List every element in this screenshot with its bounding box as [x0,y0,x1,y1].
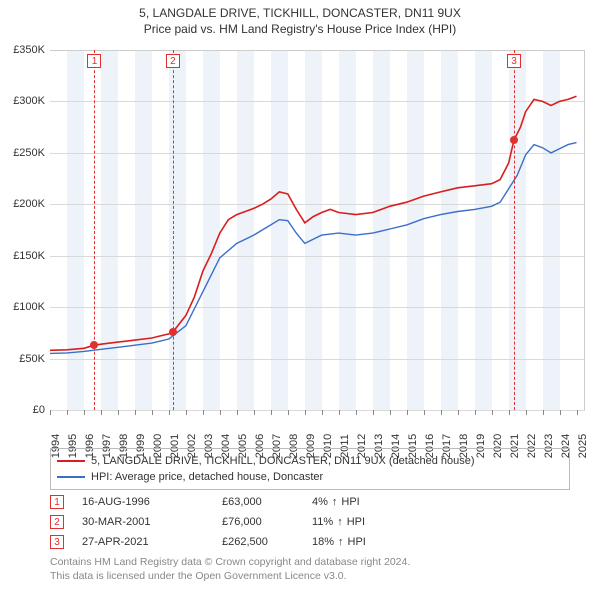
line-plot [50,50,585,410]
x-tick [305,410,306,415]
sale-number-badge: 2 [166,54,180,68]
x-tick [322,410,323,415]
legend-swatch-property [57,460,85,462]
sale-number-badge: 3 [507,54,521,68]
y-tick-label: £50K [0,353,45,365]
x-tick [67,410,68,415]
sale-price: £262,500 [222,536,312,548]
sale-diff-label: HPI [348,536,366,548]
sale-price: £76,000 [222,516,312,528]
arrow-up-icon: ↑ [337,516,343,528]
sale-dot [169,328,177,336]
title-address: 5, LANGDALE DRIVE, TICKHILL, DONCASTER, … [0,6,600,20]
sale-number-badge: 2 [50,515,64,529]
x-tick [220,410,221,415]
sale-diff: 4% ↑HPI [312,496,422,508]
legend-row: HPI: Average price, detached house, Donc… [57,469,563,485]
sale-diff-pct: 18% [312,536,334,548]
x-tick [237,410,238,415]
sale-vertical-line [173,50,174,410]
sale-dot [510,136,518,144]
x-tick [373,410,374,415]
attribution-line: Contains HM Land Registry data © Crown c… [50,555,410,569]
x-tick [390,410,391,415]
x-tick [526,410,527,415]
y-tick-label: £100K [0,301,45,313]
sale-date: 16-AUG-1996 [82,496,222,508]
x-tick [458,410,459,415]
sale-row: 2 30-MAR-2001£76,00011% ↑ HPI [50,512,422,532]
sale-date: 30-MAR-2001 [82,516,222,528]
y-tick-label: £200K [0,198,45,210]
gridline [50,410,585,411]
y-tick-label: £300K [0,95,45,107]
x-tick [543,410,544,415]
legend-label-hpi: HPI: Average price, detached house, Donc… [91,469,323,485]
title-subtitle: Price paid vs. HM Land Registry's House … [0,22,600,36]
title-block: 5, LANGDALE DRIVE, TICKHILL, DONCASTER, … [0,0,600,38]
sale-number-badge: 1 [87,54,101,68]
legend-swatch-hpi [57,476,85,478]
sale-diff-label: HPI [341,496,359,508]
x-tick [50,410,51,415]
x-tick [441,410,442,415]
legend-label-property: 5, LANGDALE DRIVE, TICKHILL, DONCASTER, … [91,453,475,469]
arrow-up-icon: ↑ [338,536,344,548]
sale-row: 3 27-APR-2021£262,50018% ↑ HPI [50,532,422,552]
x-tick [101,410,102,415]
sale-date: 27-APR-2021 [82,536,222,548]
x-tick [271,410,272,415]
x-tick [560,410,561,415]
y-tick-label: £0 [0,404,45,416]
x-tick [356,410,357,415]
sale-diff-pct: 4% [312,496,328,508]
x-tick [509,410,510,415]
sale-vertical-line [514,50,515,410]
sale-diff: 18% ↑ HPI [312,536,422,548]
sale-number-badge: 1 [50,495,64,509]
series-hpi [50,143,577,354]
y-tick-label: £250K [0,147,45,159]
arrow-up-icon: ↑ [332,496,338,508]
y-tick-label: £350K [0,44,45,56]
x-tick [152,410,153,415]
chart-container: 5, LANGDALE DRIVE, TICKHILL, DONCASTER, … [0,0,600,590]
y-tick-label: £150K [0,250,45,262]
x-tick [475,410,476,415]
legend: 5, LANGDALE DRIVE, TICKHILL, DONCASTER, … [50,448,570,490]
sale-number-badge: 3 [50,535,64,549]
x-tick [203,410,204,415]
sales-table: 116-AUG-1996£63,0004%↑HPI230-MAR-2001£76… [50,492,422,552]
sale-dot [90,341,98,349]
x-tick-label: 2025 [577,434,589,458]
x-tick [118,410,119,415]
x-tick [339,410,340,415]
x-tick [186,410,187,415]
x-tick [577,410,578,415]
x-tick [84,410,85,415]
sale-vertical-line [94,50,95,410]
x-tick [407,410,408,415]
attribution-line: This data is licensed under the Open Gov… [50,569,410,583]
x-tick [135,410,136,415]
sale-price: £63,000 [222,496,312,508]
sale-diff-pct: 11% [312,516,333,528]
attribution: Contains HM Land Registry data © Crown c… [50,555,410,583]
x-tick [424,410,425,415]
x-tick [288,410,289,415]
x-tick [492,410,493,415]
legend-row: 5, LANGDALE DRIVE, TICKHILL, DONCASTER, … [57,453,563,469]
sale-diff-label: HPI [347,516,365,528]
x-tick [169,410,170,415]
series-property [50,96,577,350]
x-tick [254,410,255,415]
sale-row: 1 16-AUG-1996£63,0004% ↑HPI [50,492,422,512]
sale-diff: 11% ↑ HPI [312,516,422,528]
